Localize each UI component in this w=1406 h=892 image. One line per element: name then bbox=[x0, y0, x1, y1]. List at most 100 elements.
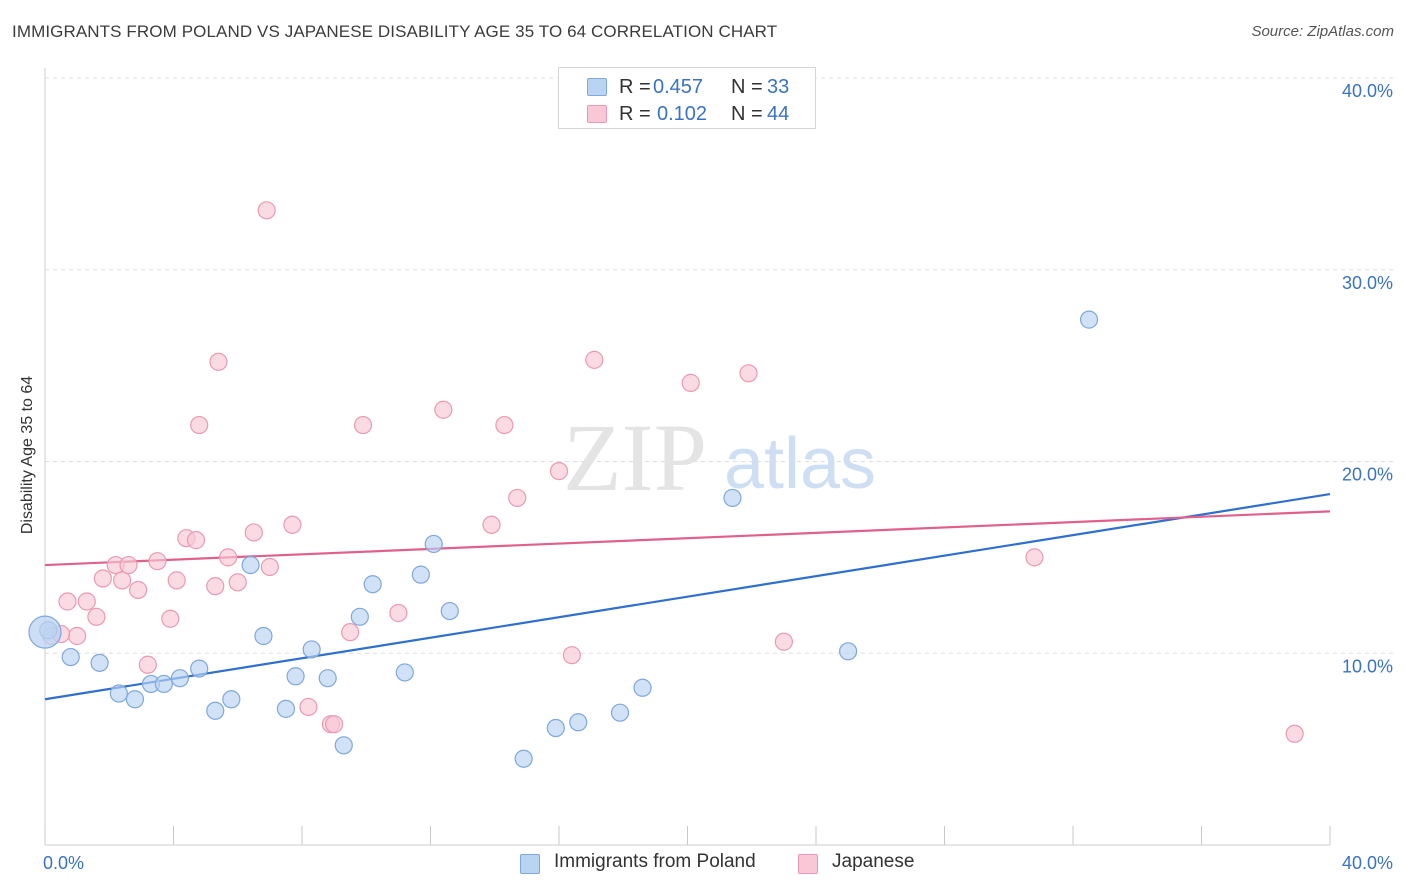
data-point-japanese bbox=[68, 626, 87, 646]
tick-label-layer: 10.0% 20.0% 30.0% 40.0% 0.0% 40.0% bbox=[43, 81, 1393, 873]
data-point-japanese bbox=[508, 488, 527, 508]
data-point-japanese bbox=[148, 552, 167, 571]
legend-swatch-japanese bbox=[587, 105, 607, 123]
data-point-japanese bbox=[167, 571, 186, 590]
y-tick-label: 30.0% bbox=[1342, 273, 1393, 293]
data-point-poland bbox=[633, 678, 652, 697]
trend-layer bbox=[44, 493, 1331, 701]
data-point-japanese bbox=[138, 655, 157, 674]
data-point-poland bbox=[363, 575, 382, 594]
data-point-japanese bbox=[353, 415, 373, 435]
y-tick-label: 10.0% bbox=[1342, 656, 1393, 676]
data-point-japanese bbox=[299, 697, 318, 717]
watermark-zip: ZIP bbox=[563, 404, 707, 511]
data-point-poland bbox=[514, 749, 533, 768]
bottom-legend-label-poland: Immigrants from Poland bbox=[554, 851, 756, 872]
axis-layer bbox=[44, 68, 1331, 846]
legend-n-value: 33 bbox=[767, 76, 790, 98]
bottom-legend-swatch-japanese bbox=[798, 854, 818, 874]
data-point-japanese bbox=[209, 352, 228, 371]
data-point-japanese bbox=[58, 592, 77, 611]
data-point-poland bbox=[839, 642, 858, 661]
bottom-legend-label-japanese: Japanese bbox=[832, 851, 915, 872]
data-point-japanese bbox=[325, 715, 344, 734]
x-tick-label: 0.0% bbox=[43, 853, 84, 873]
legend-r-label: R = bbox=[619, 76, 651, 98]
data-point-japanese bbox=[1025, 548, 1044, 567]
data-point-japanese bbox=[739, 364, 758, 383]
data-point-japanese bbox=[482, 515, 501, 534]
data-point-poland bbox=[546, 718, 565, 738]
data-point-japanese bbox=[119, 555, 138, 575]
watermark: ZIP atlas bbox=[563, 404, 876, 511]
stats-legend: R = 0.457 N = 33 R = 0.102 N = 44 bbox=[558, 67, 816, 129]
data-point-poland bbox=[1079, 310, 1099, 329]
data-point-poland bbox=[28, 615, 62, 649]
trend-line-poland bbox=[44, 493, 1331, 701]
data-point-poland bbox=[206, 701, 225, 720]
data-point-japanese bbox=[434, 400, 453, 419]
y-tick-label: 20.0% bbox=[1342, 465, 1393, 485]
data-point-poland bbox=[350, 607, 369, 626]
data-point-poland bbox=[109, 684, 128, 703]
data-point-poland bbox=[276, 699, 296, 718]
data-point-japanese bbox=[283, 515, 302, 534]
data-point-japanese bbox=[112, 571, 132, 590]
data-point-japanese bbox=[93, 569, 112, 588]
data-point-japanese bbox=[585, 350, 604, 369]
legend-r-value: 0.102 bbox=[657, 103, 708, 125]
data-point-japanese bbox=[77, 592, 96, 611]
data-point-japanese bbox=[87, 607, 106, 626]
data-point-poland bbox=[334, 736, 353, 755]
data-point-japanese bbox=[549, 461, 569, 481]
data-point-poland bbox=[222, 690, 241, 709]
data-point-poland bbox=[569, 713, 588, 732]
data-point-poland bbox=[440, 601, 459, 621]
data-point-japanese bbox=[244, 523, 263, 542]
source-label: Source: ZipAtlas.com bbox=[1251, 23, 1394, 40]
data-point-japanese bbox=[228, 573, 247, 592]
data-point-poland bbox=[395, 663, 414, 682]
legend-n-label: N = bbox=[731, 76, 763, 98]
legend-n-value: 44 bbox=[767, 103, 790, 125]
data-point-poland bbox=[424, 534, 443, 554]
data-point-poland bbox=[302, 640, 321, 659]
data-point-poland bbox=[723, 488, 742, 508]
legend-swatch-poland bbox=[587, 78, 607, 96]
data-point-poland bbox=[241, 555, 260, 575]
data-point-poland bbox=[125, 690, 145, 709]
data-point-japanese bbox=[389, 603, 408, 623]
data-point-poland bbox=[90, 653, 109, 672]
data-point-japanese bbox=[341, 623, 360, 642]
data-point-poland bbox=[318, 669, 337, 688]
data-point-poland bbox=[154, 674, 173, 694]
data-point-japanese bbox=[257, 201, 276, 220]
data-point-japanese bbox=[161, 609, 180, 628]
data-point-poland bbox=[61, 647, 80, 667]
chart-title: IMMIGRANTS FROM POLAND VS JAPANESE DISAB… bbox=[12, 22, 778, 41]
data-point-japanese bbox=[186, 531, 206, 550]
data-point-poland bbox=[411, 565, 430, 584]
watermark-atlas: atlas bbox=[724, 424, 876, 504]
data-point-japanese bbox=[260, 557, 279, 577]
data-point-poland bbox=[170, 669, 190, 688]
data-point-japanese bbox=[1285, 724, 1304, 743]
data-point-japanese bbox=[495, 415, 514, 435]
data-point-japanese bbox=[129, 580, 148, 600]
bottom-legend-swatch-poland bbox=[520, 854, 540, 874]
data-point-poland bbox=[190, 659, 209, 678]
data-point-japanese bbox=[206, 577, 225, 596]
data-point-poland bbox=[610, 703, 630, 722]
y-tick-label: 40.0% bbox=[1342, 81, 1393, 101]
data-point-japanese bbox=[774, 632, 793, 651]
legend-n-label: N = bbox=[731, 103, 763, 125]
trend-line-japanese bbox=[44, 510, 1331, 567]
x-tick-label: 40.0% bbox=[1342, 853, 1393, 873]
data-point-japanese bbox=[562, 646, 581, 665]
legend-r-value: 0.457 bbox=[653, 76, 704, 98]
points-layer bbox=[28, 201, 1304, 768]
data-point-japanese bbox=[681, 373, 700, 392]
data-point-japanese bbox=[219, 548, 238, 567]
data-point-japanese bbox=[190, 415, 209, 435]
